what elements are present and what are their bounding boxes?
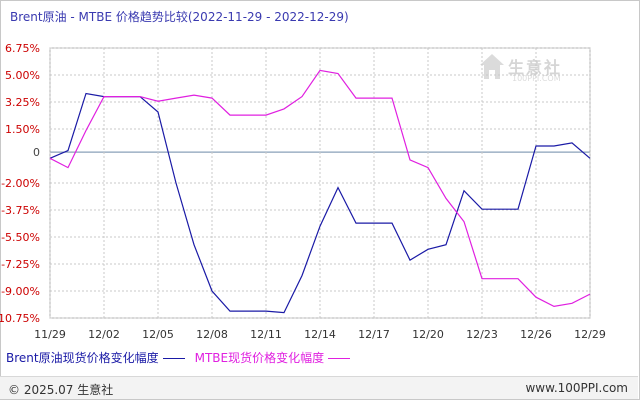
x-tick-label: 12/17 xyxy=(358,328,390,340)
legend-swatch xyxy=(328,358,351,359)
x-tick-label: 12/05 xyxy=(142,328,174,340)
x-tick-label: 12/02 xyxy=(88,328,120,340)
grid xyxy=(49,47,591,319)
y-tick-label: -2.00% xyxy=(1,177,40,190)
x-tick-label: 12/23 xyxy=(466,328,498,340)
site-url: www.100PPI.com xyxy=(525,381,628,395)
legend-label: MTBE现货价格变化幅度 xyxy=(194,351,325,365)
y-tick-label: -7.25% xyxy=(1,258,40,271)
y-tick-label: 6.75% xyxy=(5,42,40,55)
y-tick-label: -5.50% xyxy=(1,231,40,244)
legend-swatch xyxy=(162,358,185,359)
x-tick-label: 12/08 xyxy=(196,328,228,340)
y-tick-label: 1.50% xyxy=(5,123,40,136)
x-tick-label: 12/14 xyxy=(304,328,336,340)
y-tick-label: -10.75% xyxy=(0,312,40,325)
legend-item-2: MTBE现货价格变化幅度 xyxy=(195,349,351,366)
y-tick-label: -9.00% xyxy=(1,285,40,298)
y-tick-label: 3.25% xyxy=(5,96,40,109)
copyright-text: © 2025.07 生意社 xyxy=(8,383,114,397)
legend-item-1: Brent原油现货价格变化幅度 xyxy=(6,349,185,366)
footer-bar: © 2025.07 生意社 www.100PPI.com xyxy=(0,376,638,399)
legend-label: Brent原油现货价格变化幅度 xyxy=(6,351,159,365)
x-tick-label: 12/26 xyxy=(520,328,552,340)
x-tick-label: 12/11 xyxy=(250,328,282,340)
y-tick-label: -3.75% xyxy=(1,204,40,217)
y-axis-labels: 6.75% 5.00% 3.25% 1.50% 0 -2.00% -3.75% -5.50% -… xyxy=(0,42,40,325)
x-tick-label: 11/29 xyxy=(34,328,66,340)
watermark-url: 100PPI.COM xyxy=(512,74,561,83)
series-lines xyxy=(49,69,591,314)
chart-title: Brent原油 - MTBE 价格趋势比较(2022-11-29 - 2022-… xyxy=(10,10,349,24)
y-tick-label: 0 xyxy=(33,146,40,159)
legend: Brent原油现货价格变化幅度 MTBE现货价格变化幅度 xyxy=(6,349,360,366)
x-tick-label: 12/20 xyxy=(412,328,444,340)
series-line-1 xyxy=(49,92,591,314)
y-tick-label: 5.00% xyxy=(5,69,40,82)
line-chart: 6.75% 5.00% 3.25% 1.50% 0 -2.00% -3.75% -5.50% -… xyxy=(0,42,606,340)
x-tick-label: 12/29 xyxy=(574,328,606,340)
x-axis-labels: 11/29 12/02 12/05 12/08 12/11 12/14 12/17 12/20… xyxy=(34,328,606,340)
series-line-2 xyxy=(49,69,591,308)
watermark-brand: 生意社 xyxy=(508,58,563,77)
